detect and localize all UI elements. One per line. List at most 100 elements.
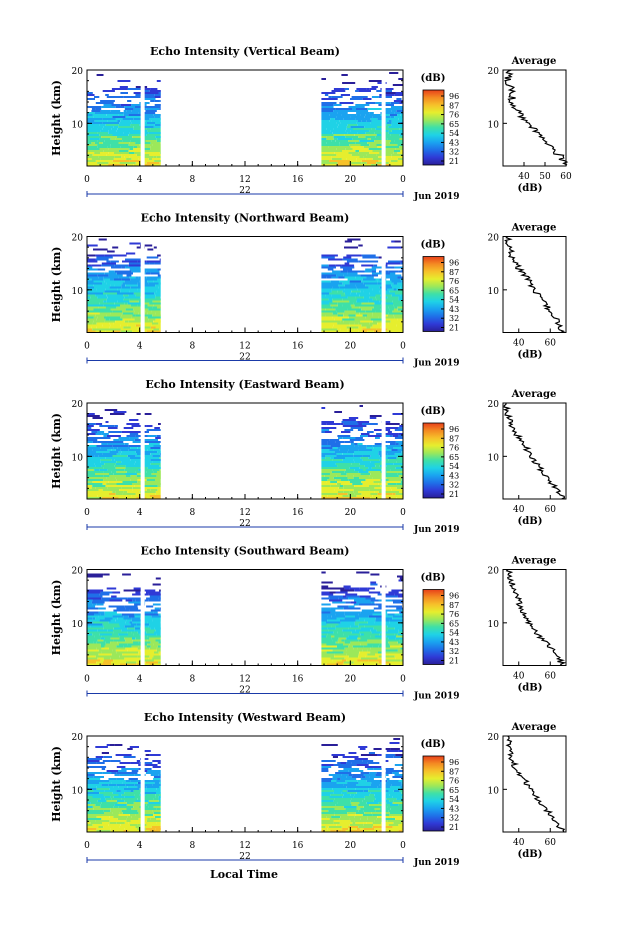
heatmap-cell [125, 647, 138, 650]
heatmap-cell [389, 661, 401, 664]
heatmap-cell [154, 427, 160, 429]
heatmap-cell [97, 274, 109, 277]
heatmap-cell [149, 647, 157, 650]
heatmap-cell [332, 326, 347, 329]
heatmap-cell [104, 637, 111, 640]
heatmap-cell [357, 298, 373, 301]
heatmap-cell [100, 491, 113, 493]
heatmap-cell [325, 294, 332, 297]
heatmap-cell [374, 487, 388, 489]
heatmap-cell [330, 150, 342, 152]
heatmap-cell [395, 92, 403, 94]
heatmap-cell [109, 286, 122, 289]
heatmap-cell [87, 306, 99, 309]
beam-panel: Echo Intensity (Southward Beam)Height (k… [50, 545, 567, 702]
heatmap-cell [392, 130, 403, 132]
heatmap-cell [384, 455, 398, 457]
heatmap-cell [98, 276, 104, 279]
heatmap-cell [327, 633, 344, 636]
heatmap-cell [347, 306, 352, 309]
heatmap-cell [153, 659, 161, 662]
heatmap-cell [401, 784, 403, 786]
heatmap-cell [395, 316, 403, 319]
heatmap-cell [397, 144, 403, 146]
heatmap-cell [385, 609, 402, 612]
heatmap-cell [150, 148, 159, 150]
heatmap-cell [115, 477, 126, 479]
heatmap-cell [331, 471, 345, 473]
heatmap-cell [99, 619, 111, 622]
date-label: Jun 2019 [413, 858, 460, 868]
heatmap-cell [338, 124, 348, 126]
heatmap-cell [143, 788, 147, 790]
heatmap-cell [135, 814, 144, 816]
heatmap-cell [357, 132, 366, 134]
heatmap-cell [321, 441, 328, 443]
heatmap-cell [347, 493, 355, 495]
heatmap-cell [111, 88, 128, 90]
heatmap-cell [92, 114, 107, 116]
heatmap-cell [350, 126, 365, 128]
heatmap-cell [359, 294, 376, 297]
heatmap-cell [356, 160, 362, 162]
heatmap-cell [337, 314, 344, 317]
heatmap-cell [353, 477, 360, 479]
heatmap-cell [100, 116, 113, 118]
heatmap-cell [337, 481, 350, 483]
heatmap-cell [370, 792, 387, 794]
heatmap-cell [87, 320, 94, 323]
heatmap-cell [374, 796, 379, 798]
heatmap-cell [97, 800, 107, 802]
heatmap-cell [123, 110, 127, 112]
heatmap-cell [321, 645, 337, 648]
average-x-label: (dB) [518, 183, 543, 194]
heatmap-cell [146, 471, 154, 473]
heatmap-cell [149, 262, 155, 265]
heatmap-cell [391, 471, 403, 473]
heatmap-cell [399, 491, 403, 493]
heatmap-cell [107, 441, 124, 443]
heatmap-cell [97, 296, 108, 299]
heatmap-cell [338, 437, 343, 439]
heatmap-cell [359, 487, 375, 489]
heatmap-cell [358, 653, 367, 656]
heatmap-cell [150, 453, 160, 455]
heatmap-cell [342, 459, 354, 461]
heatmap-cell [105, 643, 119, 646]
heatmap-cell [115, 493, 123, 495]
heatmap-cell [347, 792, 357, 794]
heatmap-cell [398, 780, 403, 782]
heatmap-cell [333, 792, 342, 794]
heatmap-cell [112, 591, 121, 594]
heatmap-cell [349, 322, 355, 325]
heatmap-cell [345, 266, 355, 269]
heatmap-cell [360, 627, 374, 630]
heatmap-cell [366, 154, 377, 156]
heatmap-cell [321, 768, 329, 770]
heatmap-cell [373, 607, 383, 610]
heatmap-cell [135, 455, 145, 457]
heatmap-cell [372, 312, 385, 315]
heatmap-cell [321, 792, 334, 794]
heatmap-cell [384, 475, 399, 477]
average-profile-line [504, 69, 569, 167]
heatmap-cell [360, 320, 373, 323]
heatmap-cell [112, 633, 119, 636]
heatmap-cell [149, 483, 161, 485]
heatmap-cell [87, 469, 95, 471]
heatmap-cell [383, 148, 396, 150]
heatmap-cell [380, 326, 395, 329]
heatmap-cell [116, 461, 122, 463]
heatmap-cell [397, 140, 403, 142]
heatmap-cell [87, 479, 104, 481]
heatmap-cell [134, 629, 142, 632]
heatmap-cell [103, 300, 107, 303]
heatmap-cell [155, 326, 161, 329]
heatmap-cell [140, 473, 152, 475]
x-tick-label: 16 [292, 675, 304, 685]
heatmap-cell [332, 316, 349, 319]
heatmap-cell [154, 104, 161, 106]
day-label: 22 [239, 686, 250, 696]
heatmap-cell [149, 655, 154, 658]
heatmap-cell [87, 164, 97, 166]
